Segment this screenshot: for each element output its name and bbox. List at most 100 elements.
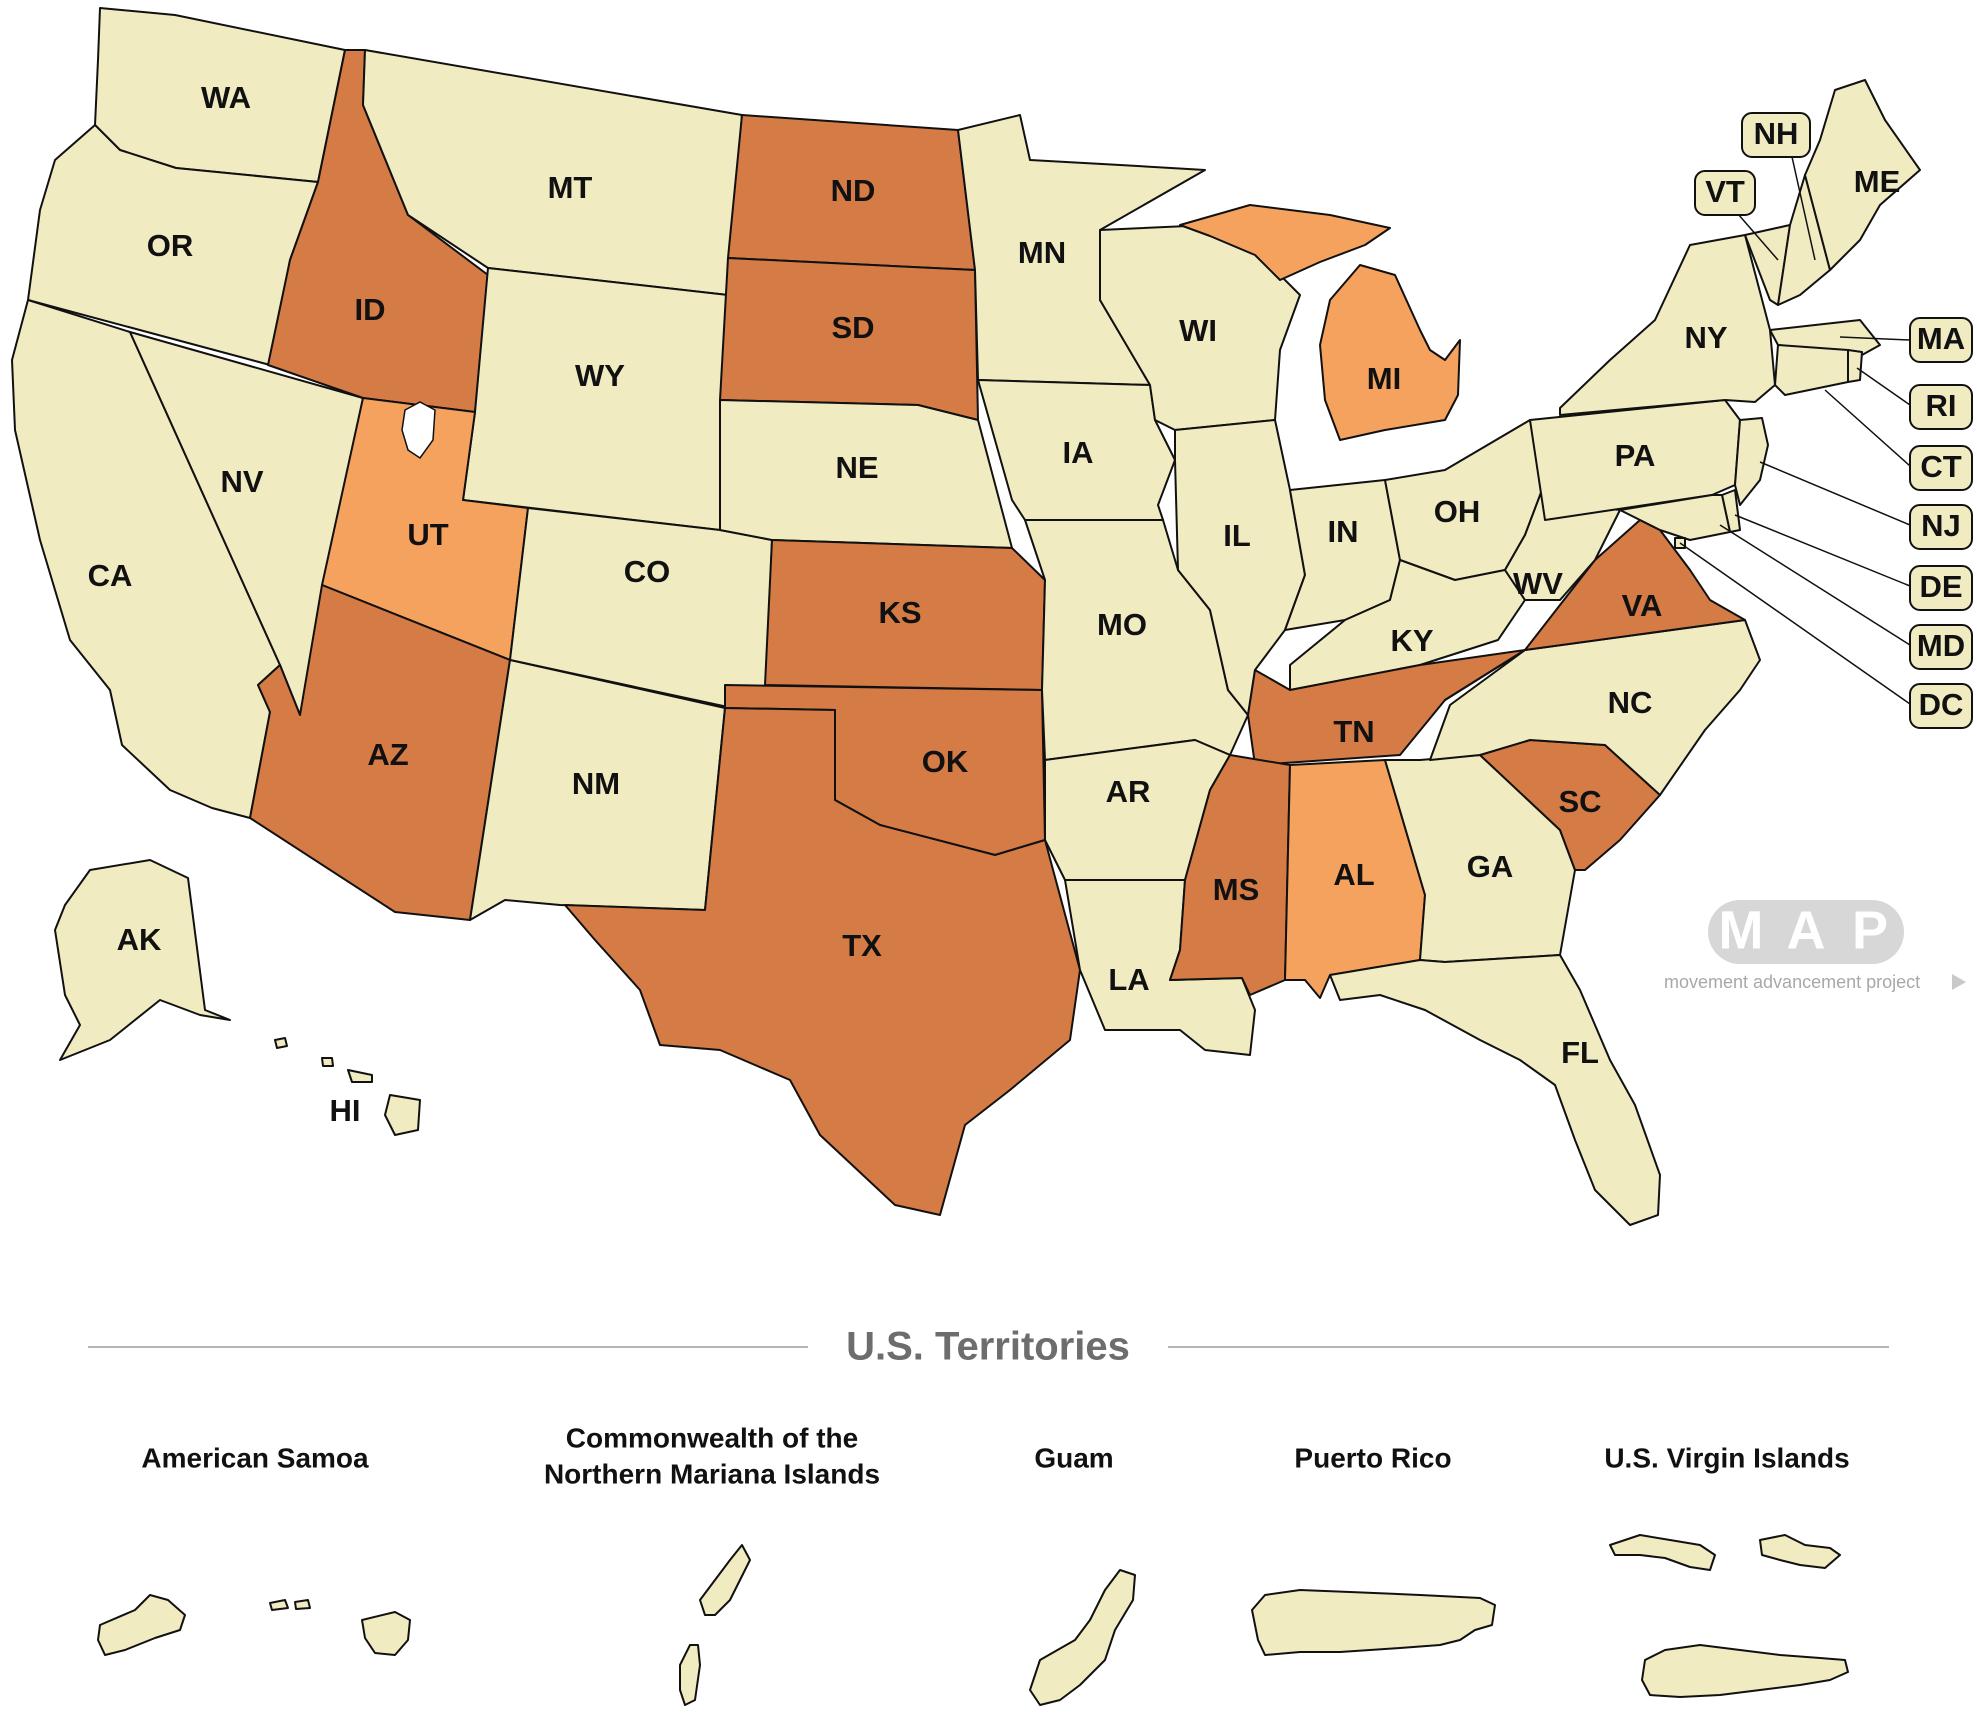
- state-hi[interactable]: [274, 1037, 421, 1136]
- map-logo: M A P movement advancement project: [1664, 900, 1966, 992]
- state-label-oh: OH: [1434, 494, 1481, 529]
- territory-name-american-samoa: American Samoa: [141, 1442, 369, 1473]
- state-label-ar: AR: [1106, 774, 1151, 809]
- logo-letter-m: M: [1719, 900, 1764, 960]
- state-md[interactable]: [1619, 494, 1731, 541]
- state-label-sd: SD: [831, 310, 874, 345]
- great-salt-lake: [401, 401, 436, 460]
- state-label-or: OR: [147, 228, 194, 263]
- state-tx[interactable]: [564, 707, 1081, 1216]
- state-label-md: MD: [1917, 628, 1965, 663]
- state-label-il: IL: [1223, 518, 1251, 553]
- callouts-layer: VT NH MA RI CT NJ DE MD DC: [1679, 112, 1973, 729]
- state-label-nm: NM: [572, 766, 620, 801]
- callout-box-ri: [1909, 384, 1973, 430]
- territory-name-us-virgin-islands: U.S. Virgin Islands: [1604, 1442, 1849, 1473]
- leader-line-ct: [1824, 389, 1911, 467]
- state-nj[interactable]: [1734, 417, 1769, 506]
- logo-badge: M A P: [1708, 900, 1904, 964]
- state-label-wy: WY: [575, 358, 625, 393]
- state-fl[interactable]: [1329, 954, 1661, 1226]
- callout-box-ma: [1909, 317, 1973, 363]
- state-label-ct: CT: [1920, 449, 1961, 484]
- state-label-fl: FL: [1561, 1035, 1599, 1070]
- labels-layer: WAORCANVIDMTWYUTCOAZNMNDSDNEKSOKTXMNIAMO…: [88, 80, 1901, 1128]
- state-label-tn: TN: [1333, 714, 1374, 749]
- play-icon: [1952, 974, 1966, 990]
- territory-name-puerto-rico: Puerto Rico: [1294, 1442, 1451, 1473]
- state-label-ky: KY: [1390, 623, 1433, 658]
- state-label-ma: MA: [1917, 321, 1965, 356]
- state-label-ks: KS: [878, 595, 921, 630]
- state-label-dc: DC: [1919, 687, 1964, 722]
- leader-line-de: [1734, 514, 1911, 587]
- state-ny[interactable]: [1559, 234, 1776, 416]
- territory-shape-cnmi-1[interactable]: [699, 1544, 751, 1616]
- callout-box-dc: [1909, 683, 1973, 729]
- state-nh[interactable]: [1777, 174, 1831, 306]
- state-va[interactable]: [1444, 519, 1746, 701]
- territory-shape-american-samoa-3[interactable]: [361, 1611, 411, 1656]
- state-label-hi: HI: [330, 1093, 361, 1128]
- state-label-in: IN: [1328, 514, 1359, 549]
- state-label-mn: MN: [1018, 235, 1066, 270]
- territory-shape-american-samoa-2[interactable]: [269, 1599, 311, 1611]
- callout-box-vt: [1694, 170, 1756, 216]
- territories-title: U.S. Territories: [846, 1325, 1130, 1369]
- state-label-tx: TX: [842, 928, 882, 963]
- state-label-wa: WA: [201, 80, 251, 115]
- state-mo[interactable]: [1024, 519, 1249, 761]
- leader-line-ri: [1856, 367, 1911, 406]
- state-label-sc: SC: [1558, 784, 1601, 819]
- state-label-wi: WI: [1179, 313, 1217, 348]
- state-label-me: ME: [1854, 164, 1901, 199]
- logo-tagline: movement advancement project: [1664, 972, 1920, 992]
- state-label-co: CO: [624, 554, 671, 589]
- territory-shape-american-samoa-1[interactable]: [97, 1594, 186, 1656]
- state-label-ok: OK: [922, 744, 969, 779]
- territory-shape-guam-1[interactable]: [1029, 1569, 1136, 1706]
- territory-shape-us-virgin-islands-3[interactable]: [1641, 1644, 1849, 1698]
- state-label-la: LA: [1108, 962, 1149, 997]
- territories-section: U.S. Territories American Samoa Commonwe…: [88, 1325, 1889, 1706]
- logo-letter-p: P: [1852, 900, 1888, 960]
- state-label-mt: MT: [548, 170, 593, 205]
- leader-line-md: [1719, 524, 1911, 646]
- state-mi[interactable]: [1179, 204, 1461, 441]
- state-label-mi: MI: [1367, 361, 1401, 396]
- state-ct[interactable]: [1774, 344, 1849, 396]
- leader-line-vt: [1737, 213, 1779, 261]
- state-wy[interactable]: [462, 267, 729, 531]
- territory-shape-us-virgin-islands-1[interactable]: [1609, 1534, 1716, 1571]
- state-label-de: DE: [1919, 569, 1962, 604]
- state-label-nc: NC: [1608, 685, 1653, 720]
- territory-name-guam: Guam: [1034, 1442, 1113, 1473]
- callout-box-de: [1909, 565, 1973, 611]
- territory-shape-us-virgin-islands-2[interactable]: [1759, 1534, 1841, 1569]
- territory-name-cnmi-line1: Commonwealth of the: [566, 1422, 858, 1453]
- callout-box-nh: [1741, 112, 1811, 158]
- state-me[interactable]: [1804, 79, 1921, 271]
- state-label-nv: NV: [220, 464, 263, 499]
- state-ak[interactable]: [54, 859, 231, 1061]
- state-label-az: AZ: [367, 737, 408, 772]
- territory-shape-cnmi-2[interactable]: [679, 1644, 701, 1706]
- territory-name-cnmi-line2: Northern Mariana Islands: [544, 1458, 880, 1489]
- state-label-ri: RI: [1926, 388, 1957, 423]
- state-label-ut: UT: [407, 517, 448, 552]
- state-label-mo: MO: [1097, 607, 1147, 642]
- callout-box-md: [1909, 624, 1973, 670]
- callout-box-ct: [1909, 445, 1973, 491]
- leader-line-ma: [1839, 336, 1911, 341]
- state-label-ia: IA: [1063, 435, 1094, 470]
- state-label-ms: MS: [1213, 872, 1260, 907]
- state-label-al: AL: [1333, 857, 1374, 892]
- state-ri[interactable]: [1847, 349, 1863, 383]
- states-layer: [11, 7, 1921, 1226]
- state-label-va: VA: [1622, 588, 1663, 623]
- state-label-ga: GA: [1467, 849, 1514, 884]
- territory-shape-puerto-rico-1[interactable]: [1251, 1589, 1496, 1656]
- state-label-nh: NH: [1754, 116, 1799, 151]
- state-label-ak: AK: [117, 922, 162, 957]
